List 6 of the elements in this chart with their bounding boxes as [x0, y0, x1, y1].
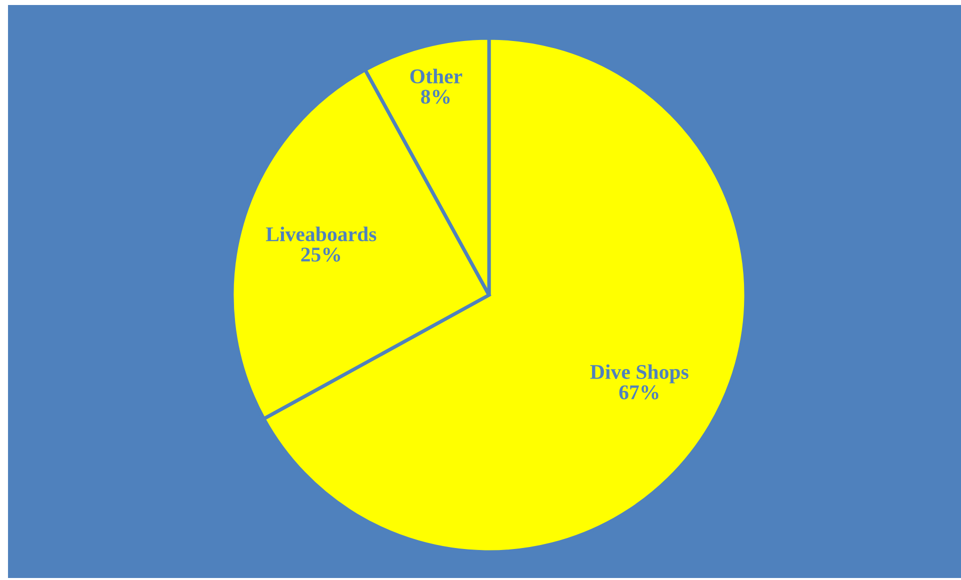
- slice-label: Liveaboards: [266, 226, 376, 242]
- data-label: 67%: [619, 385, 658, 400]
- data-label: 25%: [301, 248, 340, 262]
- slice-label: Other: [410, 68, 462, 84]
- slice-label: Dive Shops: [590, 364, 688, 384]
- data-label: 8%: [421, 90, 450, 104]
